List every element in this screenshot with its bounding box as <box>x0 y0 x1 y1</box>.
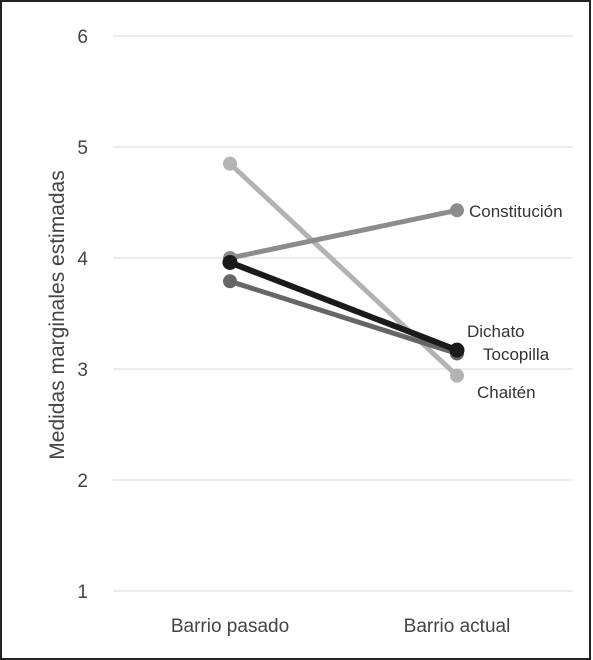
y-tick-label: 6 <box>77 27 88 48</box>
series-line <box>227 278 460 356</box>
x-axis-ticks: Barrio pasado Barrio actual <box>171 616 510 637</box>
series-3 <box>222 254 465 358</box>
data-point <box>222 254 238 270</box>
x-tick-label: Barrio actual <box>404 616 511 637</box>
series-line <box>227 207 460 261</box>
x-tick-label: Barrio pasado <box>171 616 289 637</box>
series-label: Dichato <box>467 322 525 341</box>
data-point <box>223 156 237 171</box>
series-group <box>222 156 465 383</box>
series-line <box>227 259 460 354</box>
y-tick-label: 1 <box>77 582 88 603</box>
series-label: Constitución <box>469 202 563 221</box>
data-point <box>450 368 464 383</box>
series-labels: Chaitén Constitución Tocopilla Dichato <box>467 202 563 402</box>
gridlines <box>113 35 573 592</box>
series-label: Tocopilla <box>483 345 550 364</box>
y-axis-label: Medidas marginales estimadas <box>46 170 69 459</box>
series-0 <box>223 156 464 383</box>
data-point <box>450 203 464 218</box>
series-1 <box>223 203 464 265</box>
y-tick-label: 4 <box>77 249 88 270</box>
y-tick-label: 5 <box>77 138 88 159</box>
y-tick-label: 3 <box>77 360 88 381</box>
series-label: Chaitén <box>477 383 536 402</box>
y-tick-label: 2 <box>77 471 88 492</box>
y-axis-ticks: 1 2 3 4 5 6 <box>77 27 88 603</box>
data-point <box>449 342 465 358</box>
data-point <box>223 274 237 289</box>
